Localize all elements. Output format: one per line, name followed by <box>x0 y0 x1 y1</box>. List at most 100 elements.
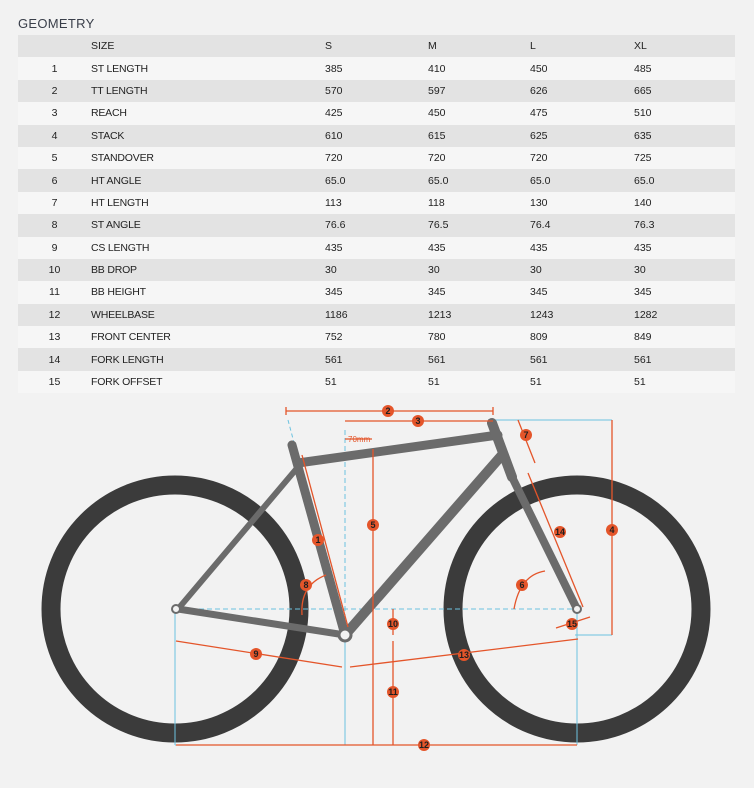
marker-label: 7 <box>523 430 528 440</box>
row-label: HT LENGTH <box>91 196 149 209</box>
row-value-l: 435 <box>530 241 548 254</box>
marker-3: 3 <box>412 415 424 427</box>
marker-5: 5 <box>367 519 379 531</box>
row-label: FORK LENGTH <box>91 353 164 366</box>
row-value-xl: 435 <box>634 241 652 254</box>
marker-label: 11 <box>388 687 398 697</box>
table-header-row: SIZE S M L XL <box>18 35 735 58</box>
row-value-xl: 140 <box>634 196 652 209</box>
row-value-m: 597 <box>428 84 446 97</box>
row-index: 1 <box>51 62 58 75</box>
row-value-s: 752 <box>325 331 343 344</box>
row-value-l: 809 <box>530 331 548 344</box>
row-label: STANDOVER <box>91 152 154 165</box>
header-s: S <box>325 40 333 53</box>
row-value-s: 385 <box>325 62 343 75</box>
row-index: 8 <box>51 219 58 232</box>
row-index: 4 <box>51 129 58 142</box>
marker-14: 14 <box>554 526 566 538</box>
row-value-m: 450 <box>428 107 446 120</box>
marker-13: 13 <box>458 649 470 661</box>
row-value-l: 51 <box>530 376 542 389</box>
row-label: ST LENGTH <box>91 62 148 75</box>
row-value-m: 76.5 <box>428 219 449 232</box>
row-value-xl: 65.0 <box>634 174 655 187</box>
row-label: CS LENGTH <box>91 241 150 254</box>
row-label: REACH <box>91 107 127 120</box>
chain-stay <box>174 605 349 639</box>
row-value-l: 130 <box>530 196 548 209</box>
row-label: FRONT CENTER <box>91 331 171 344</box>
marker-9: 9 <box>250 648 262 660</box>
table-row: 14 FORK LENGTH 561 561 561 561 <box>18 348 735 371</box>
row-value-s: 76.6 <box>325 219 346 232</box>
marker-7: 7 <box>520 429 532 441</box>
row-label: ST ANGLE <box>91 219 141 232</box>
header-size: SIZE <box>91 40 115 53</box>
table-row: 3 REACH 425 450 475 510 <box>18 102 735 125</box>
marker-8: 8 <box>300 579 312 591</box>
marker-label: 15 <box>567 619 577 629</box>
marker-label: 3 <box>415 416 420 426</box>
marker-2: 2 <box>382 405 394 417</box>
table-row: 11 BB HEIGHT 345 345 345 345 <box>18 281 735 304</box>
row-value-m: 435 <box>428 241 446 254</box>
front-axle <box>572 604 582 614</box>
row-label: HT ANGLE <box>91 174 142 187</box>
header-xl: XL <box>634 40 647 53</box>
row-value-xl: 30 <box>634 264 646 277</box>
row-value-s: 435 <box>325 241 343 254</box>
row-label: BB DROP <box>91 264 137 277</box>
row-index: 10 <box>48 264 61 277</box>
table-row: 13 FRONT CENTER 752 780 809 849 <box>18 326 735 349</box>
table-row: 8 ST ANGLE 76.6 76.5 76.4 76.3 <box>18 214 735 237</box>
row-value-xl: 725 <box>634 152 652 165</box>
marker-label: 14 <box>555 527 565 537</box>
row-label: BB HEIGHT <box>91 286 146 299</box>
row-value-xl: 76.3 <box>634 219 655 232</box>
row-index: 13 <box>48 331 61 344</box>
row-index: 5 <box>51 152 58 165</box>
marker-15: 15 <box>566 618 578 630</box>
row-index: 3 <box>51 107 58 120</box>
row-value-l: 450 <box>530 62 548 75</box>
row-value-l: 626 <box>530 84 548 97</box>
down-tube <box>340 450 507 640</box>
row-value-s: 570 <box>325 84 343 97</box>
header-index <box>18 35 91 57</box>
row-value-xl: 345 <box>634 286 652 299</box>
row-value-s: 610 <box>325 129 343 142</box>
row-index: 9 <box>51 241 58 254</box>
row-value-l: 561 <box>530 353 548 366</box>
row-value-s: 720 <box>325 152 343 165</box>
row-value-xl: 561 <box>634 353 652 366</box>
marker-11: 11 <box>387 686 399 698</box>
row-label: TT LENGTH <box>91 84 148 97</box>
marker-label: 13 <box>459 650 469 660</box>
table-row: 4 STACK 610 615 625 635 <box>18 124 735 147</box>
row-value-m: 65.0 <box>428 174 449 187</box>
offset-annotation: 70mm <box>348 435 371 444</box>
row-index: 12 <box>48 308 61 321</box>
bottom-bracket <box>337 627 353 643</box>
row-value-l: 720 <box>530 152 548 165</box>
marker-1: 1 <box>312 534 324 546</box>
row-value-s: 51 <box>325 376 337 389</box>
row-label: STACK <box>91 129 125 142</box>
row-value-l: 30 <box>530 264 542 277</box>
marker-label: 9 <box>253 649 258 659</box>
row-value-m: 561 <box>428 353 446 366</box>
marker-label: 4 <box>609 525 614 535</box>
row-value-m: 30 <box>428 264 440 277</box>
bike-frame <box>174 418 581 640</box>
marker-label: 5 <box>370 520 375 530</box>
row-value-s: 65.0 <box>325 174 346 187</box>
marker-label: 10 <box>388 619 398 629</box>
table-row: 10 BB DROP 30 30 30 30 <box>18 258 735 282</box>
row-value-s: 113 <box>325 196 342 209</box>
header-m: M <box>428 40 437 53</box>
row-value-xl: 665 <box>634 84 652 97</box>
row-value-s: 561 <box>325 353 343 366</box>
